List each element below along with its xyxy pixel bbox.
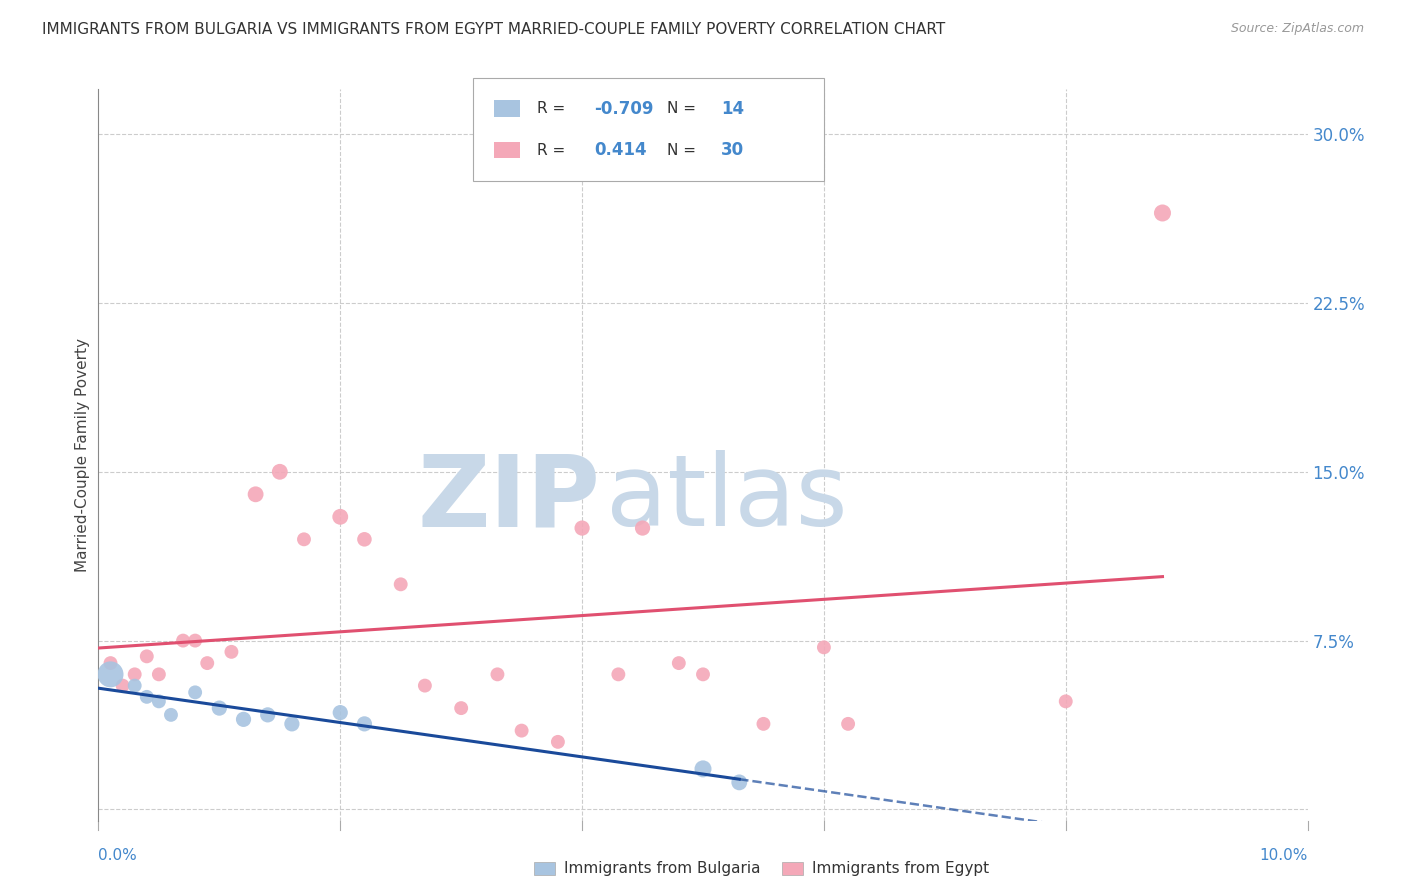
Text: IMMIGRANTS FROM BULGARIA VS IMMIGRANTS FROM EGYPT MARRIED-COUPLE FAMILY POVERTY : IMMIGRANTS FROM BULGARIA VS IMMIGRANTS F… — [42, 22, 945, 37]
Point — [353, 533, 375, 547]
Point — [486, 667, 509, 681]
Point — [510, 723, 533, 738]
Text: R =: R = — [537, 143, 575, 158]
Point — [813, 640, 835, 655]
Point — [692, 667, 714, 681]
Point — [353, 717, 375, 731]
Point — [292, 533, 315, 547]
Point — [692, 762, 714, 776]
Point — [245, 487, 267, 501]
Point — [184, 685, 207, 699]
Point — [1054, 694, 1077, 708]
Point — [728, 775, 751, 789]
Point — [1152, 206, 1174, 220]
FancyBboxPatch shape — [782, 862, 803, 875]
Text: -0.709: -0.709 — [595, 100, 654, 118]
FancyBboxPatch shape — [494, 101, 520, 117]
Text: R =: R = — [537, 101, 571, 116]
Point — [607, 667, 630, 681]
Point — [571, 521, 593, 535]
Point — [195, 656, 218, 670]
Text: 0.414: 0.414 — [595, 141, 647, 160]
Point — [329, 706, 352, 720]
Point — [232, 712, 254, 726]
Point — [100, 667, 122, 681]
FancyBboxPatch shape — [474, 78, 824, 180]
Point — [837, 717, 859, 731]
Point — [184, 633, 207, 648]
Text: N =: N = — [666, 143, 700, 158]
Point — [450, 701, 472, 715]
Text: Immigrants from Egypt: Immigrants from Egypt — [811, 861, 988, 876]
Point — [135, 690, 157, 704]
Point — [111, 679, 134, 693]
Point — [329, 509, 352, 524]
Point — [547, 735, 569, 749]
Text: ZIP: ZIP — [418, 450, 600, 548]
Text: N =: N = — [666, 101, 700, 116]
Point — [668, 656, 690, 670]
Point — [148, 694, 170, 708]
Y-axis label: Married-Couple Family Poverty: Married-Couple Family Poverty — [75, 338, 90, 572]
FancyBboxPatch shape — [494, 143, 520, 159]
Text: Source: ZipAtlas.com: Source: ZipAtlas.com — [1230, 22, 1364, 36]
Point — [148, 667, 170, 681]
Point — [100, 656, 122, 670]
FancyBboxPatch shape — [534, 862, 555, 875]
Point — [124, 679, 146, 693]
Point — [413, 679, 436, 693]
Point — [208, 701, 231, 715]
Point — [160, 707, 183, 722]
Text: Immigrants from Bulgaria: Immigrants from Bulgaria — [564, 861, 761, 876]
Point — [269, 465, 291, 479]
Point — [124, 667, 146, 681]
Point — [389, 577, 412, 591]
Text: 10.0%: 10.0% — [1260, 847, 1308, 863]
Point — [256, 707, 278, 722]
Point — [631, 521, 654, 535]
Point — [752, 717, 775, 731]
Text: 30: 30 — [721, 141, 744, 160]
Point — [281, 717, 304, 731]
Point — [221, 645, 243, 659]
Text: 14: 14 — [721, 100, 744, 118]
Text: 0.0%: 0.0% — [98, 847, 138, 863]
Point — [172, 633, 194, 648]
Point — [135, 649, 157, 664]
Text: atlas: atlas — [606, 450, 848, 548]
